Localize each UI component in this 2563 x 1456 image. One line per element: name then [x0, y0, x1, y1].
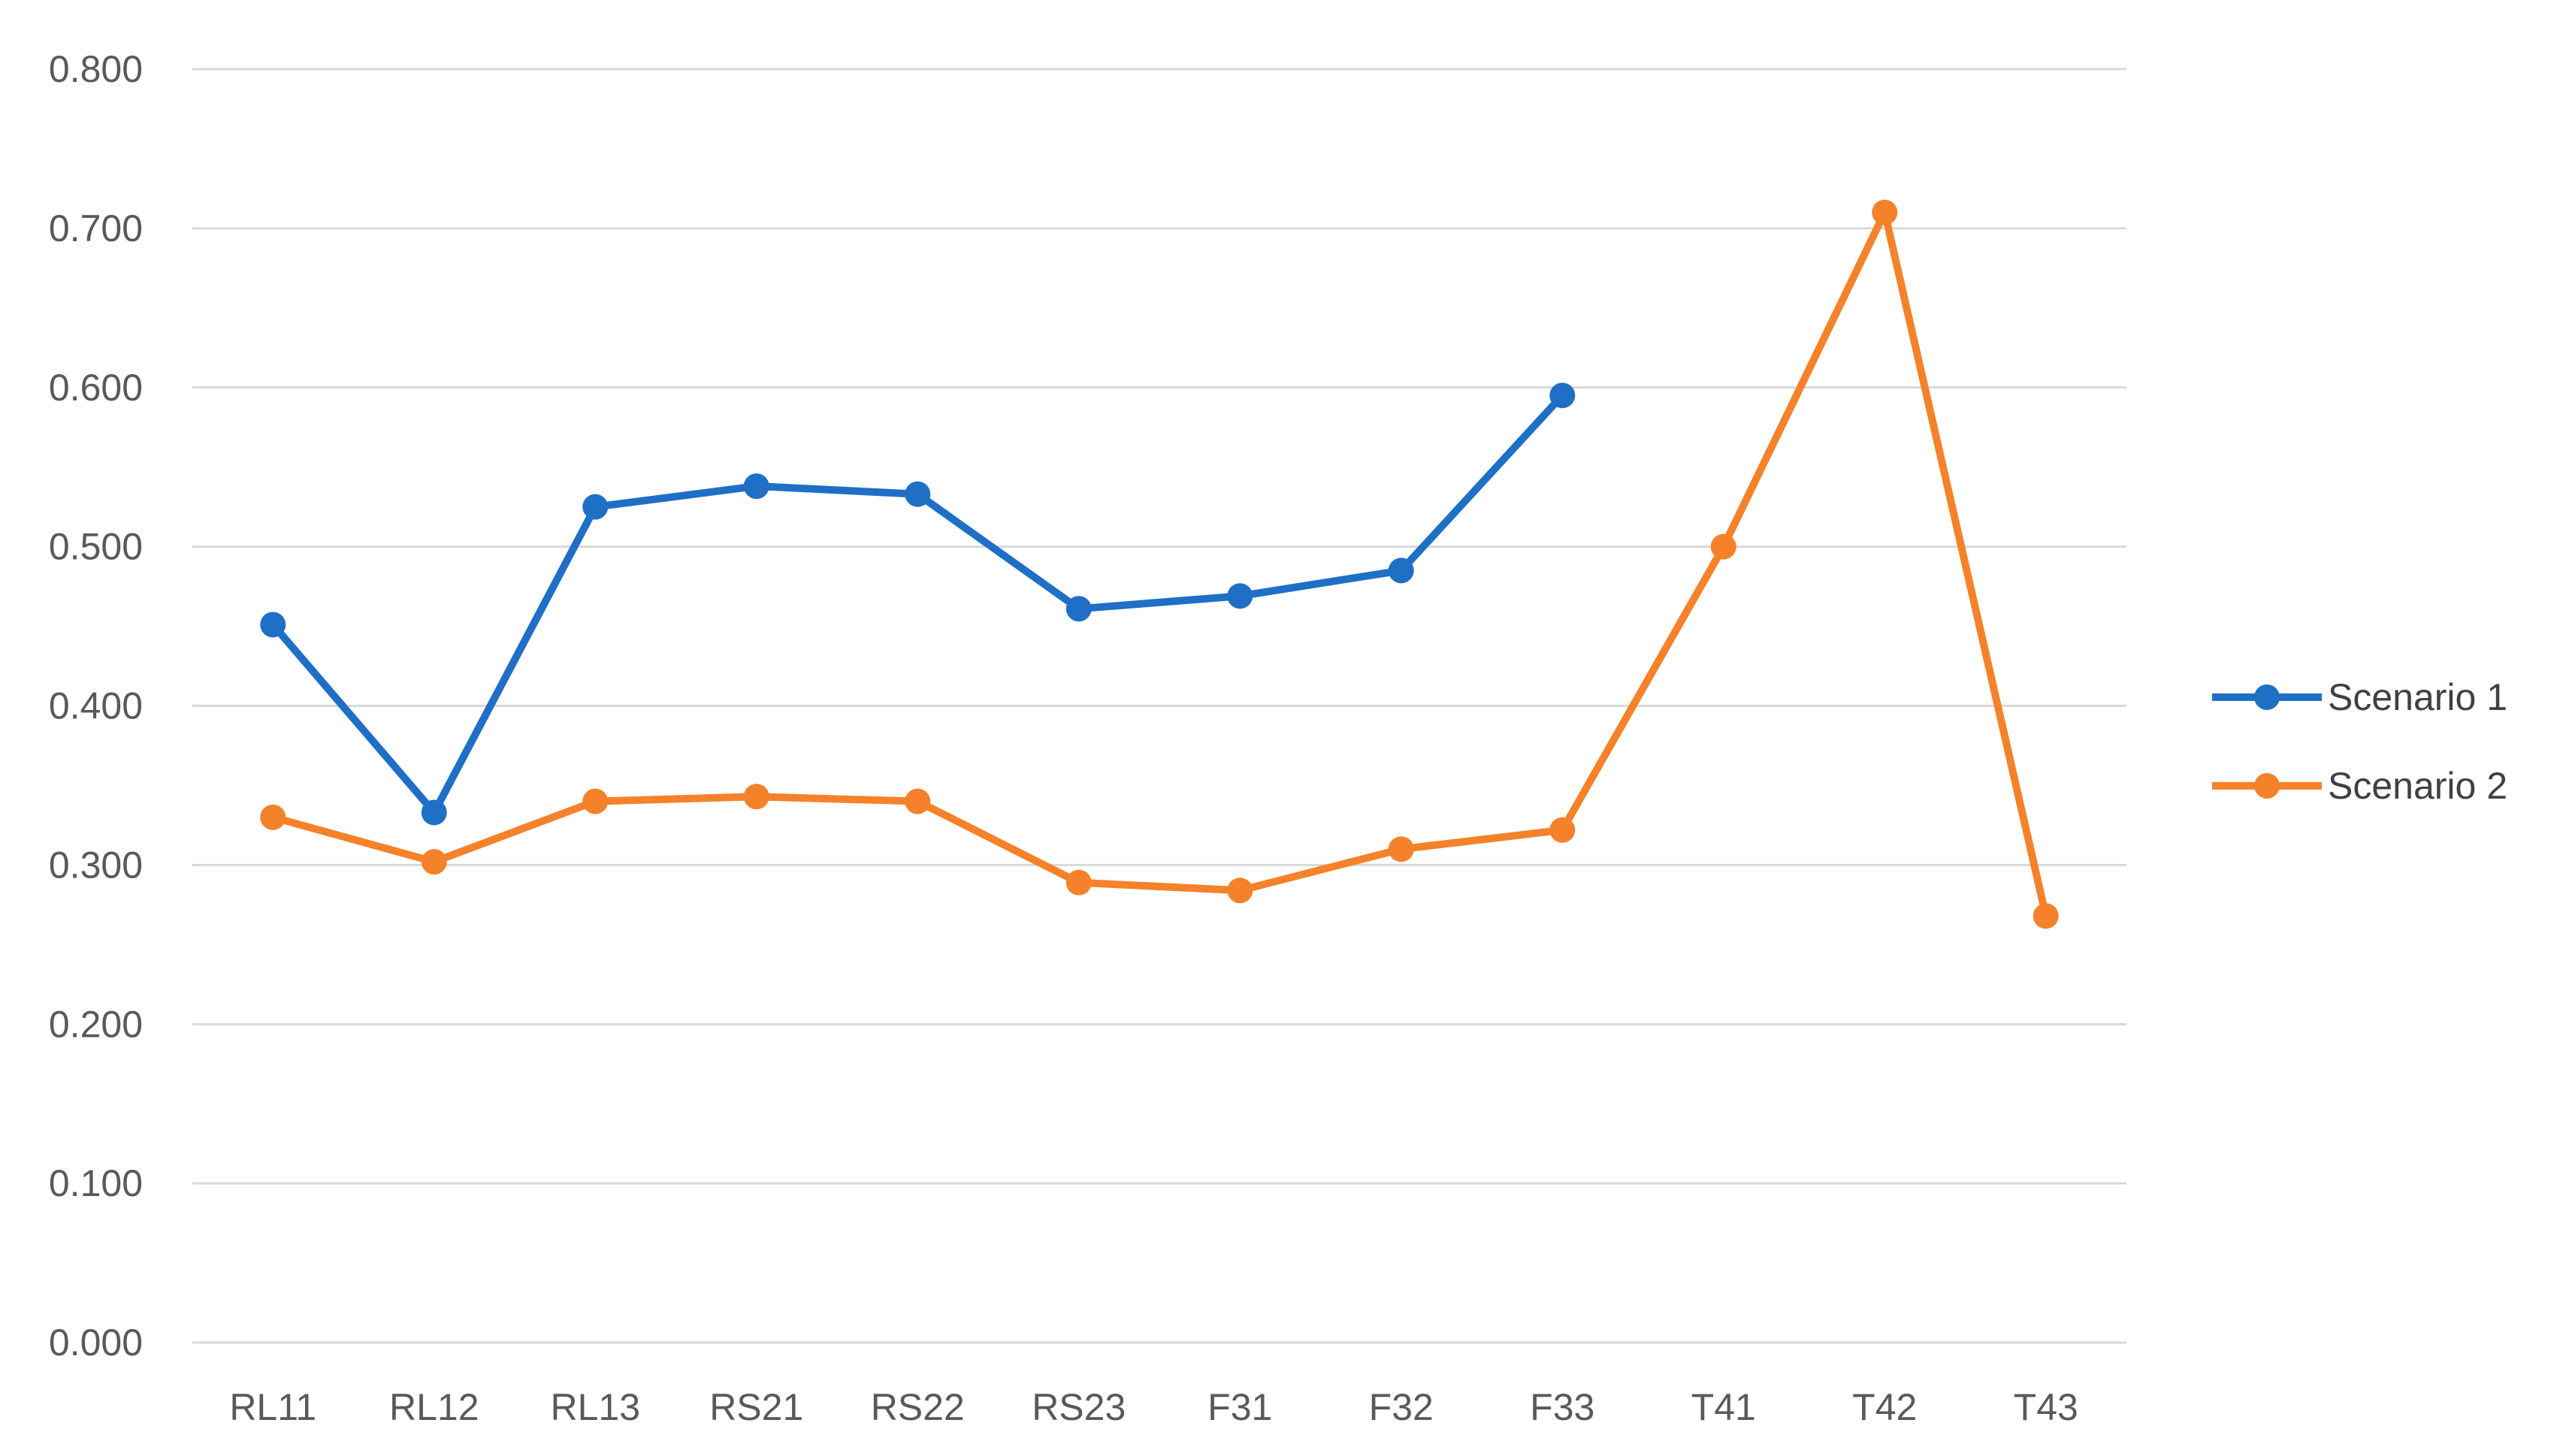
x-tick-label: RS22: [871, 1386, 965, 1428]
data-point: [743, 473, 769, 500]
data-point: [1227, 878, 1253, 904]
legend-marker: [2254, 773, 2280, 799]
data-point: [582, 494, 609, 520]
data-point: [260, 612, 286, 638]
series-line-2: [269, 208, 2050, 920]
legend-item-2: Scenario 2: [2212, 765, 2507, 807]
x-tick-label: F32: [1369, 1386, 1434, 1428]
series-group: [260, 199, 2059, 929]
y-axis-tick-labels: 0.000 0.100 0.200 0.300 0.400 0.500 0.600 0.700…: [49, 48, 143, 1364]
x-tick-label: RL13: [550, 1386, 640, 1428]
data-point: [905, 481, 931, 507]
y-tick-label: 0.700: [49, 207, 143, 249]
data-point: [421, 849, 447, 875]
data-point: [1065, 869, 1092, 896]
x-tick-label: RS21: [709, 1386, 803, 1428]
data-point: [1549, 817, 1576, 843]
data-point: [582, 788, 609, 814]
series-2: [260, 199, 2059, 929]
y-tick-label: 0.500: [49, 526, 143, 568]
x-tick-label: RL12: [389, 1386, 479, 1428]
data-point: [905, 788, 931, 814]
data-point: [1549, 382, 1576, 409]
y-tick-label: 0.200: [49, 1003, 143, 1045]
data-point: [1872, 199, 1898, 225]
y-tick-label: 0.000: [49, 1322, 143, 1364]
data-point: [743, 784, 769, 810]
series-line-1: [269, 391, 1567, 817]
x-tick-label: RL11: [229, 1386, 316, 1428]
data-point: [421, 799, 447, 826]
data-point: [1710, 533, 1736, 560]
y-tick-label: 0.100: [49, 1162, 143, 1204]
data-point: [1227, 583, 1253, 609]
data-point: [260, 804, 286, 830]
x-tick-label: T43: [2014, 1386, 2078, 1428]
y-tick-label: 0.600: [49, 367, 143, 409]
y-tick-label: 0.300: [49, 844, 143, 886]
data-point: [1388, 836, 1414, 862]
x-tick-label: F33: [1530, 1386, 1594, 1428]
x-axis-tick-labels: RL11 RL12 RL13 RS21 RS22 RS23 F31 F32 F33 T41 T42 T…: [229, 1386, 2078, 1428]
data-point: [1065, 596, 1092, 622]
gridlines: [192, 68, 2126, 1344]
x-tick-label: RS23: [1032, 1386, 1126, 1428]
data-point: [2033, 903, 2059, 929]
x-tick-label: F31: [1207, 1386, 1272, 1428]
y-tick-label: 0.400: [49, 685, 143, 727]
x-tick-label: T42: [1852, 1386, 1917, 1428]
legend: Scenario 1 Scenario 2: [2212, 676, 2507, 807]
x-tick-label: T41: [1691, 1386, 1756, 1428]
legend-label: Scenario 1: [2328, 676, 2507, 718]
data-point: [1388, 557, 1414, 584]
series-1: [260, 382, 1576, 826]
legend-item-1: Scenario 1: [2212, 676, 2507, 718]
legend-marker: [2254, 684, 2280, 710]
y-tick-label: 0.800: [49, 48, 143, 90]
legend-label: Scenario 2: [2328, 765, 2507, 807]
